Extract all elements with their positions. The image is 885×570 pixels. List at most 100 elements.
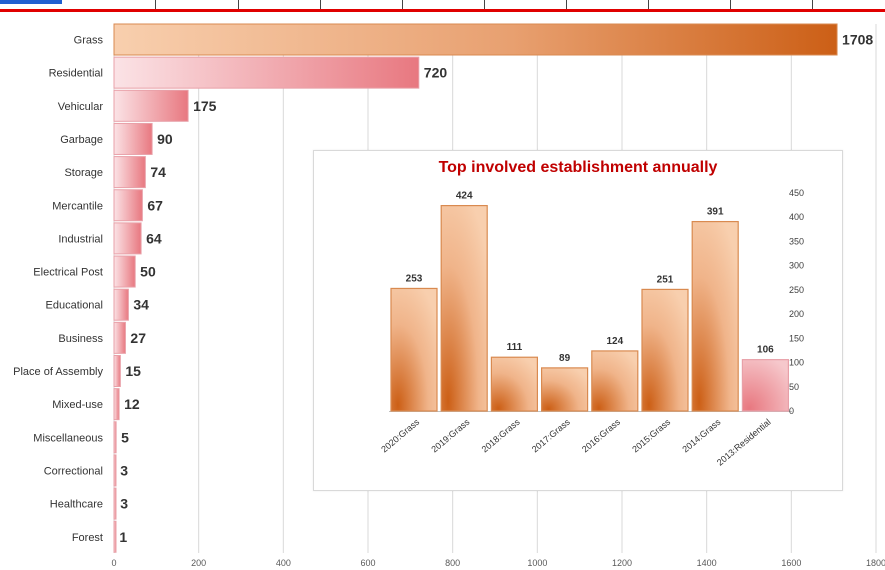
y-tick-label: 350 [789, 236, 804, 246]
category-label: 2019:Grass [429, 417, 471, 455]
value-label: 253 [406, 273, 423, 284]
value-label: 50 [140, 264, 156, 280]
bar [113, 255, 136, 288]
category-label: Vehicular [58, 101, 104, 113]
main-bars [113, 23, 838, 553]
category-label: 2017:Grass [530, 417, 572, 455]
y-tick-label: 400 [789, 212, 804, 222]
value-label: 3 [120, 462, 128, 478]
x-tick-label: 1000 [527, 558, 547, 568]
bar [113, 189, 143, 222]
value-label: 175 [193, 98, 217, 114]
value-label: 1708 [842, 32, 873, 48]
y-tick-label: 450 [789, 188, 804, 198]
category-label: Place of Assembly [13, 366, 103, 378]
x-tick-label: 200 [191, 558, 206, 568]
y-tick-label: 0 [789, 406, 794, 416]
strip-cell-divider [566, 0, 567, 9]
bar [541, 367, 589, 412]
bar [113, 56, 420, 89]
x-tick-label: 1400 [697, 558, 717, 568]
category-label: 2014:Grass [680, 417, 722, 455]
value-label: 720 [424, 65, 448, 81]
x-tick-label: 600 [360, 558, 375, 568]
bar [591, 350, 639, 412]
category-label: Mixed-use [52, 399, 103, 411]
value-label: 391 [707, 207, 724, 218]
bar [113, 421, 117, 454]
y-tick-label: 100 [789, 358, 804, 368]
bar [490, 356, 538, 412]
bar [390, 287, 438, 412]
bar [113, 454, 117, 487]
value-label: 12 [124, 396, 140, 412]
bar [113, 23, 838, 56]
value-label: 424 [456, 191, 473, 202]
strip-cell-divider [730, 0, 731, 9]
category-label: Grass [74, 35, 104, 47]
value-label: 124 [606, 336, 623, 347]
value-label: 27 [130, 330, 146, 346]
bar [113, 222, 142, 255]
category-label: Storage [64, 167, 103, 179]
value-label: 89 [559, 353, 571, 364]
strip-cell-divider [238, 0, 239, 9]
category-label: 2020:Grass [379, 417, 421, 455]
y-tick-label: 300 [789, 261, 804, 271]
top-strip [0, 0, 885, 12]
inset-chart-panel: Top involved establishment annually 0 50 1… [313, 150, 843, 491]
bar [113, 355, 121, 387]
strip-cell-divider [484, 0, 485, 9]
category-label: 2016:Grass [580, 417, 622, 455]
bar [641, 288, 689, 412]
value-label: 64 [146, 230, 162, 246]
bar [440, 204, 488, 412]
bar [113, 288, 129, 321]
category-label: Forest [72, 532, 103, 544]
value-label: 15 [125, 363, 141, 379]
strip-cell-divider [648, 0, 649, 9]
value-label: 90 [157, 131, 173, 147]
category-label: 2018:Grass [480, 417, 522, 455]
x-tick-label: 1600 [781, 558, 801, 568]
category-label: Residential [49, 68, 103, 80]
value-label: 74 [150, 164, 166, 180]
category-label: Business [58, 333, 103, 345]
category-label: Electrical Post [33, 267, 103, 279]
x-tick-label: 1200 [612, 558, 632, 568]
inset-chart-title: Top involved establishment annually [438, 159, 718, 176]
category-label: 2013:Residential [715, 417, 773, 468]
value-label: 106 [757, 345, 774, 356]
value-label: 3 [120, 496, 128, 512]
x-tick-label: 400 [276, 558, 291, 568]
category-label: Correctional [44, 465, 103, 477]
bar [113, 89, 189, 122]
strip-cell-divider [402, 0, 403, 9]
value-label: 67 [147, 197, 163, 213]
x-tick-label: 0 [111, 558, 116, 568]
category-label: Mercantile [52, 200, 103, 212]
x-tick-label: 1800 [866, 558, 885, 568]
strip-cell-divider [320, 0, 321, 9]
bar [113, 487, 117, 520]
y-tick-label: 250 [789, 285, 804, 295]
bar [113, 388, 120, 421]
y-tick-label: 200 [789, 309, 804, 319]
inset-chart: 0 50 100 150 200 250 300 350 400 450 253 2020:Grass… [379, 188, 804, 468]
category-label: Miscellaneous [33, 432, 103, 444]
y-tick-label: 150 [789, 333, 804, 343]
bar [691, 220, 739, 412]
category-label: Healthcare [50, 499, 103, 511]
inset-bars [389, 204, 792, 412]
strip-cell-divider [155, 0, 156, 9]
strip-cell-divider [812, 0, 813, 9]
bar [113, 321, 126, 354]
bar [741, 359, 789, 412]
value-label: 5 [121, 429, 129, 445]
value-label: 111 [507, 342, 523, 353]
value-label: 34 [133, 297, 149, 313]
value-label: 251 [657, 274, 674, 285]
y-tick-label: 50 [789, 382, 799, 392]
value-label: 1 [119, 529, 127, 545]
